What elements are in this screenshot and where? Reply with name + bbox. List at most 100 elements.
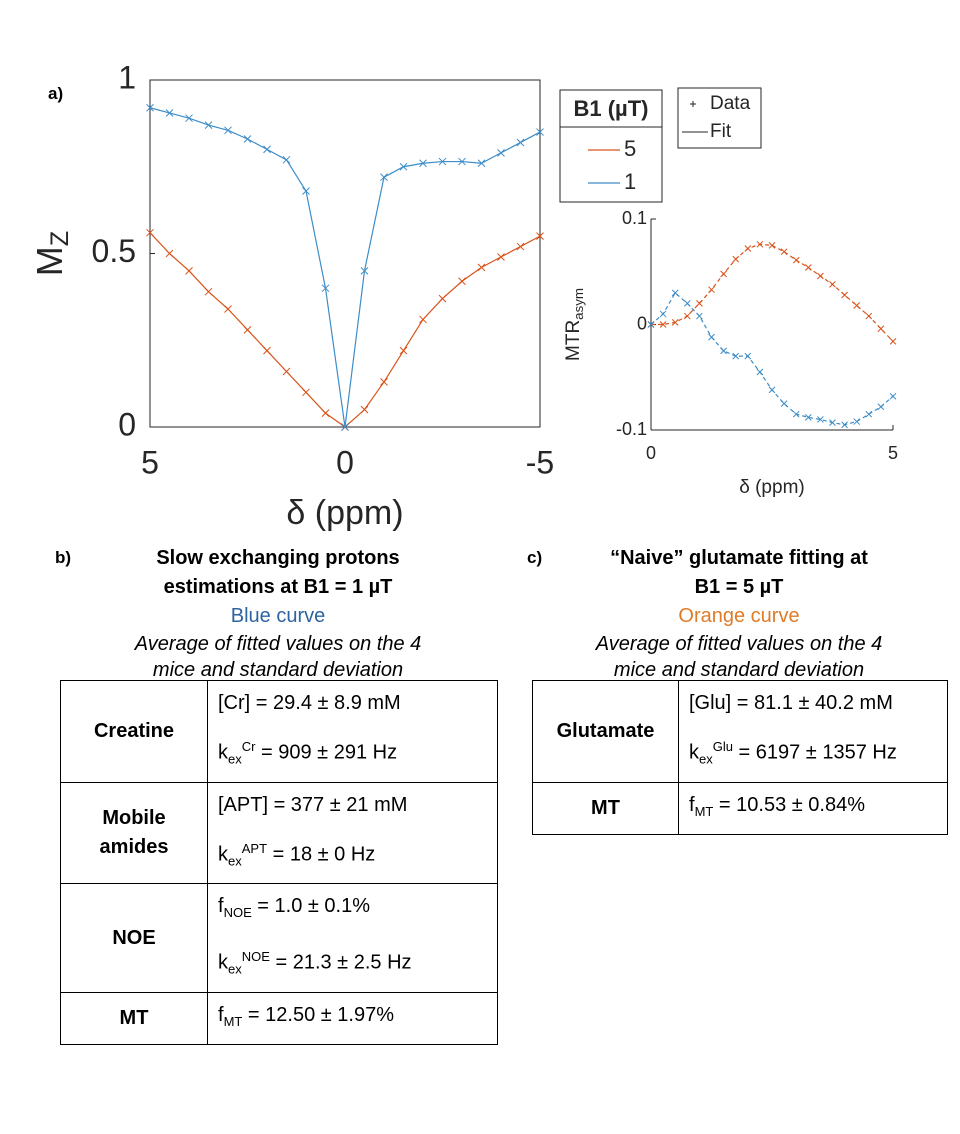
- symbol-subscript: MT: [223, 1013, 243, 1029]
- results-table: Creatine [Cr] = 29.4 ± 8.9 mM kexCr = 909 …: [60, 680, 498, 1045]
- y-axis-label-sub: Z: [46, 231, 74, 246]
- x-axis-label: δ (ppm): [286, 494, 403, 532]
- heading-title: Slow exchanging protons: [156, 547, 400, 569]
- data-marker: [321, 284, 330, 293]
- fit-line: [650, 291, 894, 426]
- row-label: MT: [60, 991, 208, 1045]
- symbol: f: [218, 1003, 224, 1026]
- data-marker: [841, 291, 848, 299]
- data-marker: [792, 256, 800, 264]
- results-table: Glutamate [Glu] = 81.1 ± 40.2 mM kexGlu = …: [532, 680, 948, 835]
- table-body: Glutamate [Glu] = 81.1 ± 40.2 mM kexGlu = …: [532, 680, 948, 835]
- row-values: [APT] = 377 ± 21 mM kexAPT = 18 ± 0 Hz: [207, 781, 498, 885]
- table-row: MT fMT = 12.50 ± 1.97%: [60, 991, 498, 1045]
- data-marker: [671, 319, 679, 326]
- value-line: [Cr] = 29.4 ± 8.9 mM: [218, 681, 487, 725]
- value-line: fMT = 12.50 ± 1.97%: [218, 993, 487, 1044]
- legend-label: 5: [624, 136, 636, 161]
- data-marker: [419, 315, 427, 324]
- symbol-subscript: ex: [228, 751, 242, 767]
- data-marker: [438, 294, 447, 303]
- table-row: Mobile amides [APT] = 377 ± 21 mM kexAPT = …: [60, 781, 498, 885]
- data-marker: [224, 305, 232, 313]
- data-marker: [399, 346, 408, 355]
- data-marker: [399, 162, 408, 171]
- data-marker: [696, 300, 703, 307]
- table-body: Creatine [Cr] = 29.4 ± 8.9 mM kexCr = 909 …: [60, 680, 498, 1045]
- data-marker: [282, 155, 291, 164]
- data-marker: [744, 245, 752, 252]
- data-marker: [683, 312, 691, 320]
- data-marker: [380, 378, 388, 386]
- table-heading: Slow exchanging protons estimations at B1…: [58, 544, 498, 683]
- data-marker: [536, 232, 544, 241]
- symbol-subscript: MT: [694, 803, 714, 819]
- data-marker: [477, 263, 486, 272]
- data-marker: [282, 367, 291, 376]
- row-label: Glutamate: [532, 680, 679, 783]
- y-tick-label: 0.5: [92, 233, 136, 269]
- heading-note: Average of fitted values on the 4: [134, 633, 422, 655]
- row-label-line: MT: [119, 1006, 149, 1029]
- x-tick-label: 0: [336, 444, 354, 480]
- row-label-line: amides: [99, 835, 169, 858]
- data-marker: [477, 159, 486, 168]
- data-marker: [853, 302, 861, 309]
- x-axis-label: δ (ppm): [739, 477, 804, 498]
- y-tick-label: -0.1: [616, 419, 647, 439]
- y-tick-label: 0: [118, 406, 136, 442]
- data-marker: [516, 138, 525, 147]
- heading-note: Average of fitted values on the 4: [595, 633, 883, 655]
- data-marker: [780, 400, 788, 407]
- fit-line: [149, 232, 541, 428]
- data-marker: [865, 410, 873, 418]
- data-marker: [263, 346, 271, 355]
- data-marker: [536, 128, 544, 136]
- data-marker: [165, 249, 174, 258]
- symbol: k: [218, 741, 228, 764]
- y-axis-label-sub: asym: [570, 288, 585, 320]
- row-values: [Cr] = 29.4 ± 8.9 mM kexCr = 909 ± 291 Hz: [207, 680, 498, 783]
- value-text: = 21.3 ± 2.5 Hz: [269, 951, 412, 974]
- marker-legend-label: Data: [710, 93, 751, 114]
- value-text: [Cr] = 29.4 ± 8.9 mM: [218, 692, 401, 714]
- heading-title: estimations at B1 = 1 µT: [163, 576, 393, 598]
- x-tick-label: 0: [646, 443, 656, 463]
- data-marker: [720, 270, 727, 278]
- y-tick-label: 0: [637, 313, 647, 333]
- symbol: k: [218, 843, 228, 866]
- legend-title: B1 (µT): [573, 96, 648, 121]
- legend-label: 1: [624, 169, 636, 194]
- panel-label: c): [527, 548, 543, 567]
- data-marker: [497, 149, 505, 157]
- data-marker: [817, 272, 824, 280]
- data-marker: [720, 347, 727, 355]
- fit-line: [651, 243, 894, 342]
- data-marker: [889, 392, 897, 400]
- value-line: kexAPT = 18 ± 0 Hz: [218, 827, 487, 884]
- row-values: fMT = 10.53 ± 0.84%: [678, 781, 948, 835]
- value-text: = 10.53 ± 0.84%: [713, 793, 865, 816]
- y-axis-label: MZ: [29, 231, 74, 276]
- value-text: = 12.50 ± 1.97%: [242, 1003, 394, 1026]
- curve-label: Orange curve: [678, 605, 800, 627]
- y-tick-label: 0.1: [622, 208, 647, 228]
- data-marker: [804, 413, 812, 421]
- x-tick-label: 5: [141, 444, 159, 480]
- data-marker: [659, 310, 667, 318]
- value-line: kexNOE = 21.3 ± 2.5 Hz: [218, 935, 487, 992]
- data-marker: [243, 135, 252, 143]
- table-row: Creatine [Cr] = 29.4 ± 8.9 mM kexCr = 909 …: [60, 680, 498, 783]
- row-label: Mobile amides: [60, 781, 208, 885]
- symbol-superscript: APT: [241, 840, 268, 856]
- symbol: f: [689, 793, 695, 816]
- value-line: [APT] = 377 ± 21 mM: [218, 783, 487, 827]
- data-marker: [696, 312, 703, 320]
- symbol-superscript: NOE: [241, 949, 270, 965]
- panel-label: b): [55, 548, 72, 567]
- row-label: Creatine: [60, 680, 208, 783]
- data-marker: [877, 403, 885, 411]
- y-axis-label-main: M: [29, 246, 70, 276]
- data-marker: [732, 255, 740, 263]
